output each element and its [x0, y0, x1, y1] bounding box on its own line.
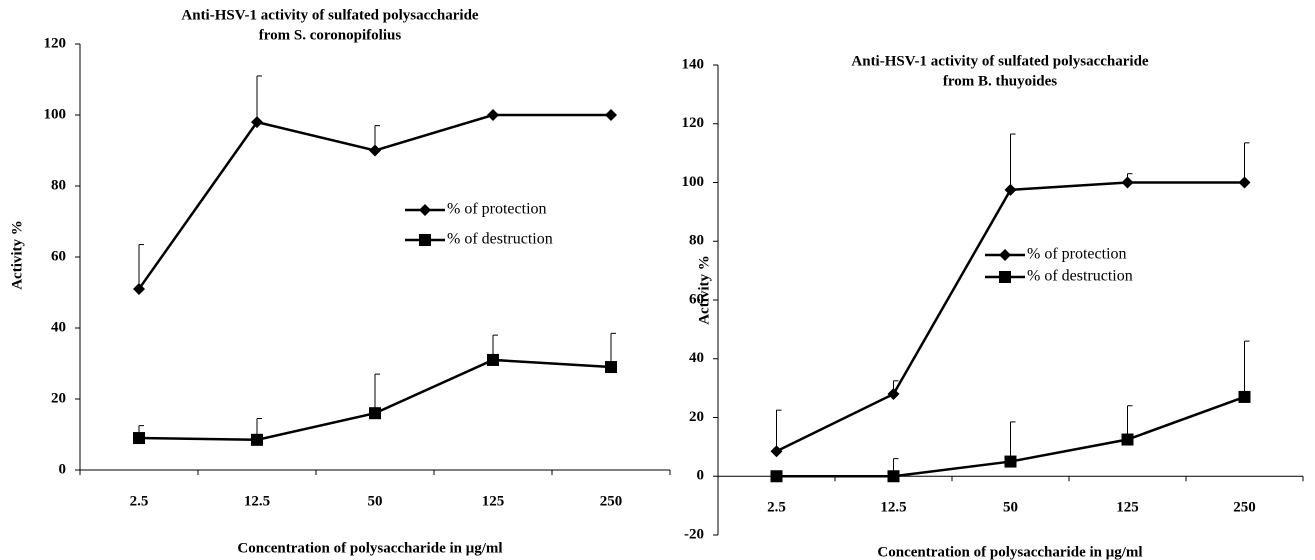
- y-tick-label: 0: [697, 468, 705, 484]
- y-tick-label: 80: [51, 177, 66, 193]
- x-tick-label: 2.5: [130, 493, 149, 509]
- x-axis-label: Concentration of polysaccharide in μg/ml: [877, 544, 1142, 560]
- marker-square: [999, 271, 1011, 283]
- marker-diamond: [887, 388, 900, 400]
- marker-square: [887, 470, 900, 483]
- y-axis-label: Activity %: [696, 255, 712, 325]
- x-tick-label: 250: [600, 493, 623, 509]
- chart-subtitle: from B. thuyoides: [943, 73, 1057, 89]
- marker-diamond: [770, 445, 783, 458]
- marker-square: [605, 361, 617, 374]
- y-tick-label: 20: [689, 409, 704, 425]
- marker-diamond: [605, 109, 617, 121]
- marker-square: [1004, 455, 1017, 468]
- series-line: [775, 181, 1245, 453]
- y-tick-label: 80: [689, 233, 704, 249]
- legend-label: % of protection: [447, 201, 547, 218]
- marker-square: [487, 353, 499, 366]
- x-tick-label: 12.5: [880, 500, 906, 516]
- marker-diamond: [369, 144, 381, 157]
- y-tick-label: -20: [684, 526, 704, 542]
- marker-diamond: [1238, 176, 1251, 189]
- marker-square: [251, 433, 263, 446]
- y-tick-label: 140: [682, 56, 705, 72]
- y-tick-label: 20: [51, 390, 66, 406]
- x-tick-label: 50: [368, 493, 383, 509]
- x-axis-label: Concentration of polysaccharide in μg/ml: [237, 540, 502, 556]
- marker-diamond: [1121, 176, 1134, 189]
- marker-diamond: [487, 109, 499, 121]
- legend-label: % of protection: [1027, 246, 1127, 263]
- y-tick-label: 40: [51, 319, 66, 335]
- y-tick-label: 120: [44, 35, 67, 51]
- y-tick-label: 60: [51, 248, 66, 264]
- chart-title: Anti-HSV-1 activity of sulfated polysacc…: [851, 53, 1149, 69]
- marker-diamond: [1004, 183, 1017, 196]
- marker-diamond: [251, 116, 263, 129]
- marker-square: [419, 234, 431, 246]
- x-tick-label: 50: [1003, 500, 1018, 516]
- x-tick-label: 125: [1116, 500, 1139, 516]
- y-tick-label: 60: [689, 291, 704, 307]
- y-axis-label: Activity %: [9, 220, 25, 290]
- legend-label: % of destruction: [1027, 268, 1133, 285]
- marker-diamond: [419, 204, 431, 216]
- y-tick-label: 0: [59, 461, 67, 477]
- marker-square: [1121, 433, 1134, 446]
- y-tick-label: 100: [44, 106, 67, 122]
- x-tick-label: 12.5: [244, 493, 270, 509]
- y-tick-label: 120: [682, 115, 705, 131]
- x-tick-label: 250: [1233, 500, 1256, 516]
- chart-subtitle: from S. coronopifolius: [259, 27, 402, 43]
- marker-diamond: [999, 249, 1011, 261]
- chart-title: Anti-HSV-1 activity of sulfated polysacc…: [181, 7, 479, 23]
- marker-square: [369, 407, 381, 420]
- marker-diamond: [133, 282, 145, 295]
- y-tick-label: 100: [682, 174, 705, 190]
- marker-square: [770, 470, 783, 483]
- legend-label: % of destruction: [447, 231, 553, 248]
- x-tick-label: 2.5: [767, 500, 786, 516]
- x-tick-label: 125: [482, 493, 505, 509]
- marker-square: [1238, 390, 1251, 403]
- marker-square: [133, 432, 145, 445]
- y-tick-label: 40: [689, 350, 704, 366]
